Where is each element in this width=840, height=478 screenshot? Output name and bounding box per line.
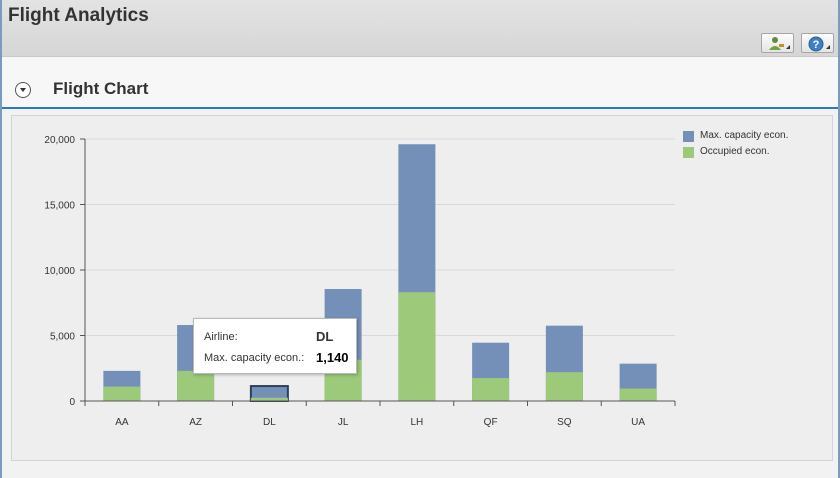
bar-occupied-lh[interactable] xyxy=(398,292,436,401)
app-title: Flight Analytics xyxy=(8,5,149,26)
bar-occupied-dl[interactable] xyxy=(250,397,288,401)
help-icon: ? xyxy=(808,36,824,52)
panel-header: Flight Chart xyxy=(2,57,838,109)
bar-occupied-az[interactable] xyxy=(177,370,215,401)
personalize-button[interactable] xyxy=(761,33,794,53)
y-tick-label: 10,000 xyxy=(44,266,75,277)
tooltip-airline-value: DL xyxy=(316,329,334,344)
x-tick-label: DL xyxy=(263,417,276,428)
panel-title: Flight Chart xyxy=(53,79,149,98)
bar-occupied-aa[interactable] xyxy=(103,386,141,401)
x-tick-label: AA xyxy=(115,417,129,428)
help-button[interactable]: ? xyxy=(801,33,834,53)
y-tick-label: 20,000 xyxy=(44,135,75,146)
y-tick-label: 0 xyxy=(69,397,75,408)
x-tick-label: LH xyxy=(410,417,423,428)
legend-label: Occupied econ. xyxy=(700,146,770,157)
x-tick-label: UA xyxy=(631,417,645,428)
bar-occupied-ua[interactable] xyxy=(619,388,657,401)
x-tick-label: JL xyxy=(338,417,349,428)
x-tick-label: AZ xyxy=(189,417,202,428)
collapse-chevron-icon[interactable] xyxy=(15,82,31,98)
chart-tooltip: Airline: DL Max. capacity econ.: 1,140 xyxy=(193,318,357,374)
bars xyxy=(103,144,657,403)
app-header: Flight Analytics ? xyxy=(2,0,838,57)
x-tick-label: QF xyxy=(484,417,498,428)
x-tick-label: SQ xyxy=(557,417,572,428)
svg-text:?: ? xyxy=(813,39,820,51)
y-tick-label: 5,000 xyxy=(50,332,75,343)
tooltip-airline-label: Airline: xyxy=(204,331,238,343)
legend-label: Max. capacity econ. xyxy=(700,130,789,141)
tick-labels: 0 5,000 10,000 15,000 20,000 AA AZ DL JL LH QF SQ UA xyxy=(44,135,645,428)
axes xyxy=(80,138,676,406)
legend-swatch xyxy=(683,131,694,142)
tooltip-capacity-value: 1,140 xyxy=(316,350,349,365)
legend-swatch xyxy=(683,147,694,158)
bar-occupied-qf[interactable] xyxy=(472,378,510,401)
tooltip-capacity-label: Max. capacity econ.: xyxy=(204,352,305,364)
y-tick-label: 15,000 xyxy=(44,201,75,212)
person-settings-icon xyxy=(769,37,784,50)
gridlines xyxy=(85,138,675,336)
bar-occupied-sq[interactable] xyxy=(545,372,583,401)
